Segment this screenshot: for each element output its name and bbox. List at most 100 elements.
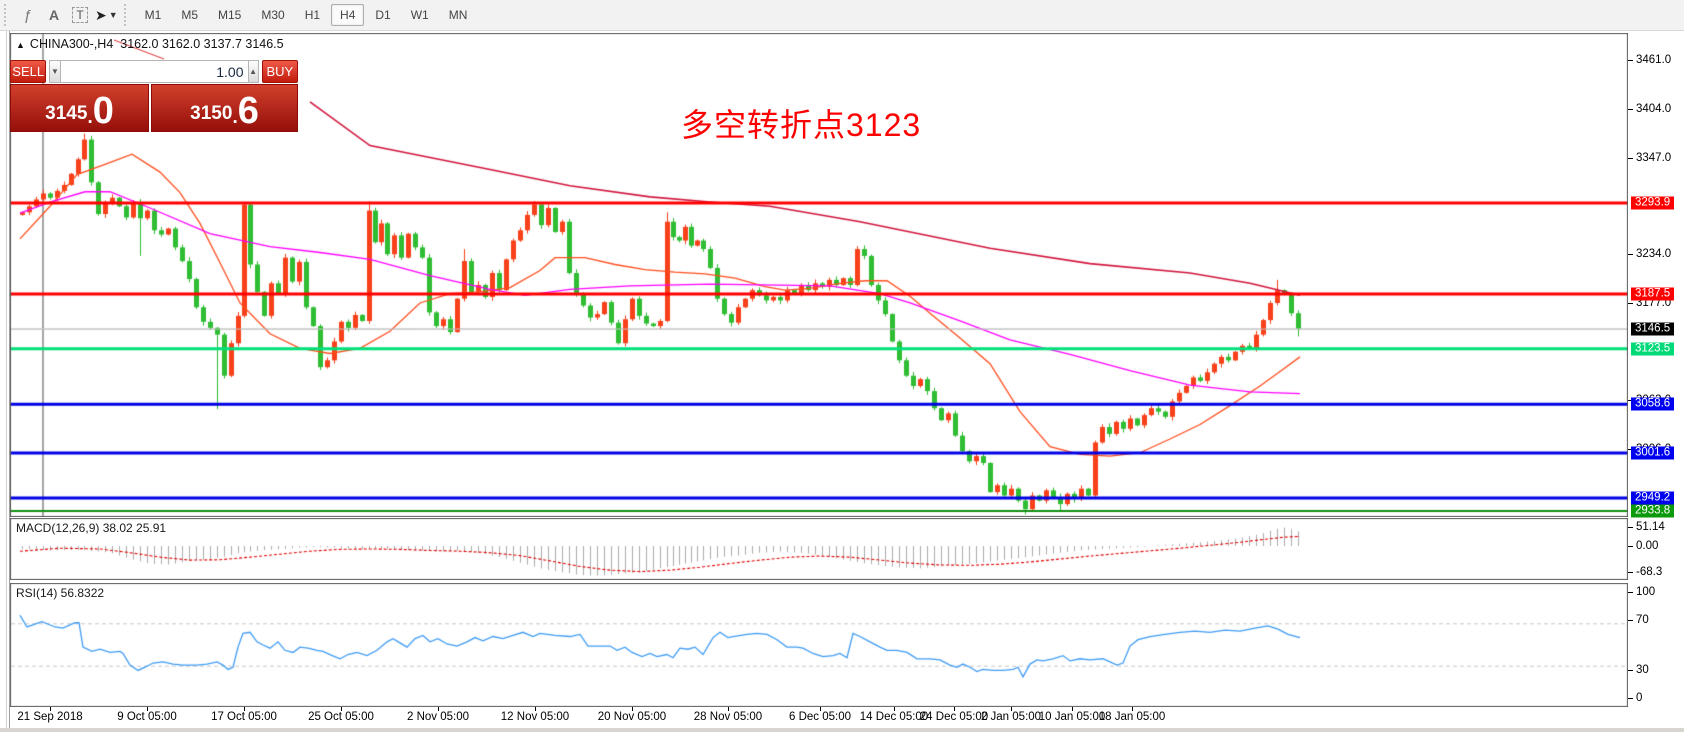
- timeframe-h1[interactable]: H1: [304, 8, 321, 22]
- toolbar: ƒ A T ➤ ▼ M1 M5 M15 M30 H1 H4 D1 W1 MN: [0, 0, 1684, 31]
- time-tick: [341, 707, 342, 711]
- price-level-badge: 3146.5: [1631, 322, 1675, 336]
- sell-price-box[interactable]: 3145 . 0: [10, 84, 150, 132]
- text-box-glyph: T: [72, 7, 88, 23]
- indicator-scale-label: 51.14: [1636, 521, 1665, 533]
- chart-annotation-text: 多空转折点3123: [681, 107, 922, 143]
- rsi-panel-canvas[interactable]: [10, 583, 1628, 707]
- time-tick: [1132, 707, 1133, 711]
- chart-title: ▲ CHINA300-,H4 3162.0 3162.0 3137.7 3146.…: [16, 37, 284, 51]
- price-level-badge: 3293.9: [1631, 196, 1675, 210]
- price-label: 3347.0: [1636, 152, 1672, 164]
- toolbar-separator: [123, 4, 131, 26]
- timeframe-m15[interactable]: M15: [218, 8, 242, 22]
- timeframe-group: M1 M5 M15 M30 H1 H4 D1 W1 MN: [135, 4, 478, 26]
- price-tick: [1628, 158, 1633, 159]
- price-tick: [1628, 109, 1633, 110]
- price-tick: [1628, 449, 1633, 450]
- arrow-glyph: ➤: [95, 6, 107, 23]
- price-tick: [1628, 60, 1633, 61]
- price-tick: [1628, 572, 1633, 573]
- time-label: 2 Nov 05:00: [406, 711, 470, 723]
- price-tick: [1628, 254, 1633, 255]
- time-tick: [50, 707, 51, 711]
- trade-prices-row: 3145 . 0 3150 . 6: [10, 84, 298, 132]
- indicator-scale-label: 0: [1636, 692, 1643, 704]
- price-level-badge: 3001.6: [1631, 446, 1675, 460]
- buy-button[interactable]: BUY: [261, 60, 298, 83]
- time-tick: [147, 707, 148, 711]
- time-label: 25 Oct 05:00: [308, 711, 374, 723]
- indicators-icon[interactable]: ƒ: [23, 6, 33, 24]
- price-level-badge: 2933.8: [1631, 504, 1675, 518]
- time-label: 24 Dec 05:00: [919, 711, 989, 723]
- buy-price-main: 3150: [190, 103, 233, 124]
- time-tick: [632, 707, 633, 711]
- time-label: 21 Sep 2018: [17, 711, 83, 723]
- time-label: 10 Jan 05:00: [1038, 711, 1106, 723]
- sell-price-dot: .: [87, 107, 93, 128]
- time-tick: [244, 707, 245, 711]
- price-tick: [1628, 620, 1633, 621]
- buy-price-dot: .: [232, 107, 238, 128]
- timeframe-d1[interactable]: D1: [375, 8, 391, 22]
- price-level-badge: 3187.5: [1631, 287, 1675, 301]
- timeframe-mn[interactable]: MN: [448, 8, 468, 22]
- arrow-tool-icon[interactable]: ➤ ▼: [95, 4, 118, 26]
- volume-input[interactable]: [60, 60, 248, 83]
- price-tick: [1628, 400, 1633, 401]
- time-tick: [954, 707, 955, 711]
- sell-price-main: 3145: [45, 103, 88, 124]
- time-label: 18 Jan 05:00: [1098, 711, 1166, 723]
- volume-decrease-button[interactable]: ▼: [49, 60, 61, 83]
- price-level-badge: 3058.6: [1631, 397, 1675, 411]
- indicator-scale-label: 0.00: [1636, 540, 1659, 552]
- one-click-trading-panel: SELL ▼ ▲ BUY 3145 . 0 3150 . 6: [10, 60, 298, 132]
- time-label: 28 Nov 05:00: [693, 711, 763, 723]
- price-tick: [1628, 670, 1633, 671]
- window-bottom-edge: [0, 728, 1684, 732]
- indicator-scale-label: 100: [1636, 586, 1656, 598]
- price-label: 3461.0: [1636, 54, 1672, 66]
- indicator-scale-label: 70: [1636, 614, 1649, 626]
- time-tick: [438, 707, 439, 711]
- indicator-scale-label: -68.3: [1636, 566, 1663, 578]
- timeframe-m30[interactable]: M30: [261, 8, 285, 22]
- price-level-badge: 3123.5: [1631, 342, 1675, 356]
- time-label: 2 Jan 05:00: [980, 711, 1042, 723]
- timeframe-w1[interactable]: W1: [410, 8, 429, 22]
- symbol-name: CHINA300-,H4: [29, 37, 114, 51]
- time-label: 9 Oct 05:00: [117, 711, 177, 723]
- sell-price-pips: 0: [92, 90, 114, 132]
- timeframe-h4[interactable]: H4: [331, 4, 365, 26]
- time-tick: [535, 707, 536, 711]
- price-tick: [1628, 698, 1633, 699]
- price-tick: [1628, 546, 1633, 547]
- text-label-icon[interactable]: A: [48, 7, 60, 23]
- time-tick: [1011, 707, 1012, 711]
- price-tick: [1628, 592, 1633, 593]
- buy-price-pips: 6: [237, 90, 259, 132]
- sell-button[interactable]: SELL: [10, 60, 47, 83]
- text-box-icon[interactable]: T: [69, 4, 91, 26]
- price-label: 3234.0: [1636, 248, 1672, 260]
- time-tick: [894, 707, 895, 711]
- timeframe-m1[interactable]: M1: [144, 8, 162, 22]
- volume-increase-button[interactable]: ▲: [247, 60, 259, 83]
- price-level-badge: 2949.2: [1631, 491, 1675, 505]
- timeframe-m5[interactable]: M5: [181, 8, 198, 22]
- price-label: 3404.0: [1636, 103, 1672, 115]
- collapse-triangle-icon[interactable]: ▲: [16, 40, 25, 50]
- time-label: 17 Oct 05:00: [211, 711, 277, 723]
- toolbar-separator: [4, 4, 11, 26]
- macd-panel-canvas[interactable]: [10, 518, 1628, 580]
- buy-price-box[interactable]: 3150 . 6: [151, 84, 298, 132]
- chevron-down-icon: ▼: [108, 10, 118, 20]
- trade-controls-row: SELL ▼ ▲ BUY: [10, 60, 298, 83]
- time-label: 12 Nov 05:00: [500, 711, 570, 723]
- time-tick: [1072, 707, 1073, 711]
- rsi-label: RSI(14) 56.8322: [16, 586, 105, 600]
- price-tick: [1628, 303, 1633, 304]
- time-tick: [728, 707, 729, 711]
